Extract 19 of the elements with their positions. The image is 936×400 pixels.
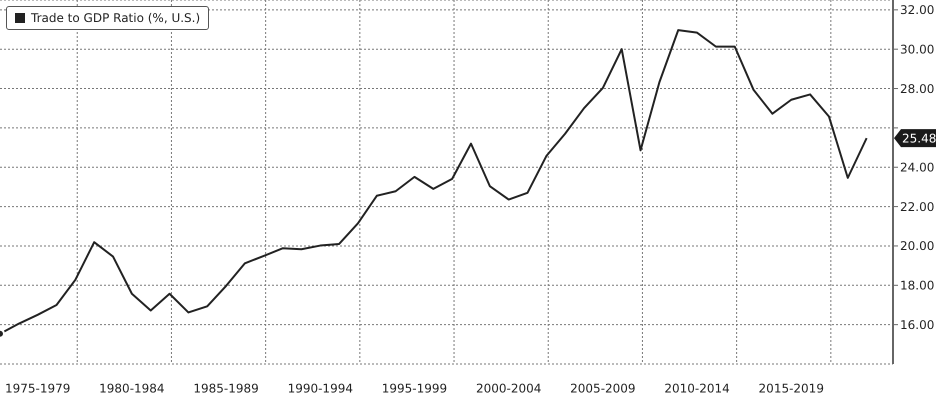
x-tick-label: 2005-2009	[570, 382, 636, 396]
y-tick-label: 32.00	[900, 3, 934, 18]
x-tick-label: 2000-2004	[476, 382, 542, 396]
y-tick-label: 20.00	[900, 239, 934, 254]
x-tick-label: 1975-1979	[4, 382, 70, 396]
legend-label: Trade to GDP Ratio (%, U.S.)	[31, 11, 200, 25]
y-tick-label: 28.00	[900, 82, 934, 96]
x-tick-label: 1995-1999	[382, 382, 448, 396]
y-tick-label: 16.00	[900, 318, 934, 332]
x-tick-label: 2015-2019	[758, 382, 824, 396]
x-tick-label: 1985-1989	[193, 382, 259, 396]
x-tick-label: 1980-1984	[99, 382, 165, 396]
x-tick-label: 2010-2014	[664, 382, 730, 396]
y-tick-label: 18.00	[900, 278, 934, 293]
y-tick-label: 30.00	[900, 42, 934, 56]
text: 25.48	[902, 132, 936, 146]
x-tick-label: 1990-1994	[288, 382, 353, 396]
y-tick-label: 24.00	[900, 160, 934, 175]
y-tick-label: 22.00	[900, 200, 934, 214]
